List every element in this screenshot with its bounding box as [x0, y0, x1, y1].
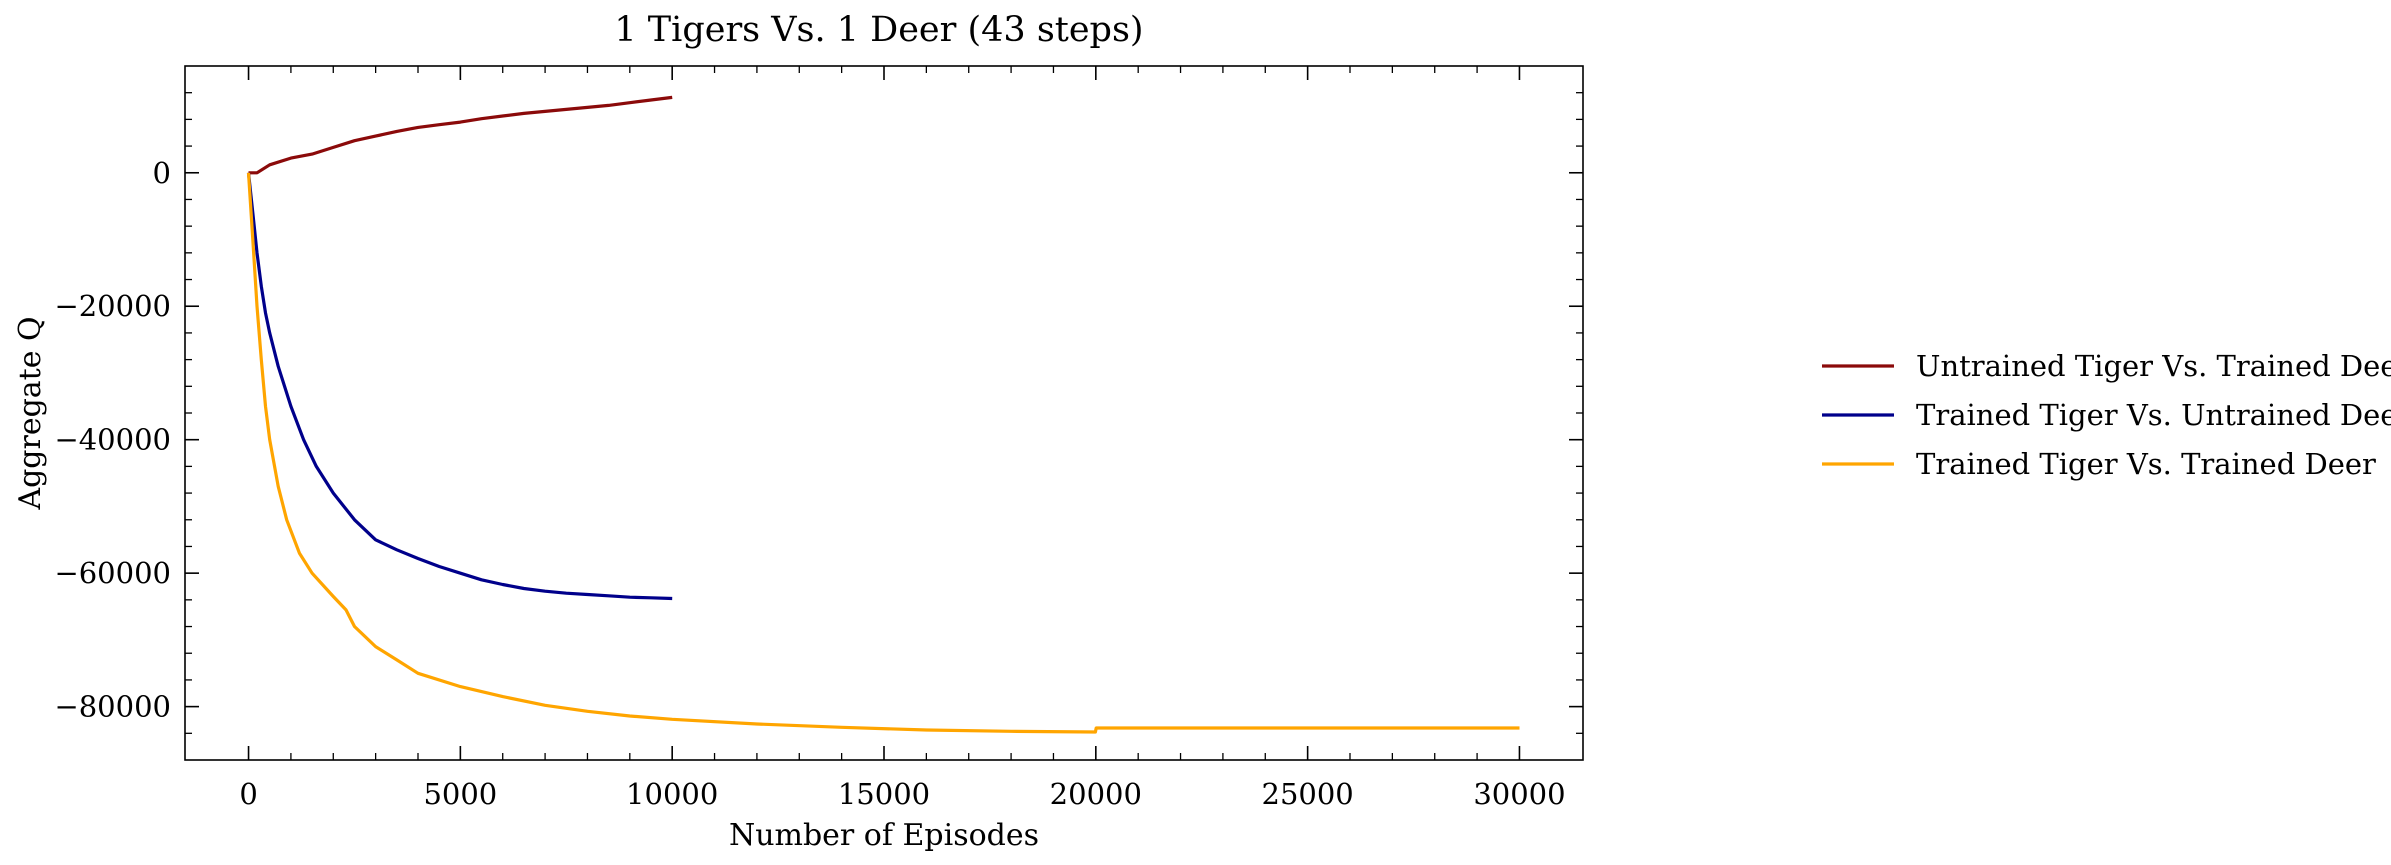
series-line-3 [246, 172, 1520, 734]
x-axis: 0 5000 10000 15000 20000 25000 30000 [239, 66, 1566, 811]
legend-label-1: Untrained Tiger Vs. Trained Deer [1916, 349, 2391, 383]
x-tick-label: 0 [239, 777, 257, 811]
x-tick-label: 30000 [1473, 777, 1565, 811]
y-tick-label: −60000 [54, 556, 171, 590]
series-line-2 [246, 172, 673, 601]
y-axis: 0 −20000 −40000 −60000 −80000 [54, 92, 1583, 734]
y-tick-label: −80000 [54, 690, 171, 724]
x-tick-label: 10000 [626, 777, 718, 811]
x-axis-title: Number of Episodes [729, 818, 1039, 853]
chart-title: 1 Tigers Vs. 1 Deer (43 steps) [614, 10, 1143, 50]
x-tick-label: 20000 [1050, 777, 1142, 811]
x-tick-label: 5000 [423, 777, 497, 811]
x-tick-label: 25000 [1262, 777, 1354, 811]
y-axis-title: Aggregate Q [13, 316, 48, 510]
legend-label-2: Trained Tiger Vs. Untrained Deer [1916, 398, 2391, 432]
plot-frame [184, 65, 1584, 761]
y-tick-label: −40000 [54, 423, 171, 457]
y-tick-label: −20000 [54, 289, 171, 323]
series-line-1 [248, 95, 673, 175]
legend: Untrained Tiger Vs. Trained Deer Trained … [1822, 349, 2391, 481]
series-lines [246, 95, 1520, 734]
x-tick-label: 15000 [838, 777, 930, 811]
legend-label-3: Trained Tiger Vs. Trained Deer [1916, 447, 2376, 481]
y-tick-label: 0 [153, 156, 171, 190]
